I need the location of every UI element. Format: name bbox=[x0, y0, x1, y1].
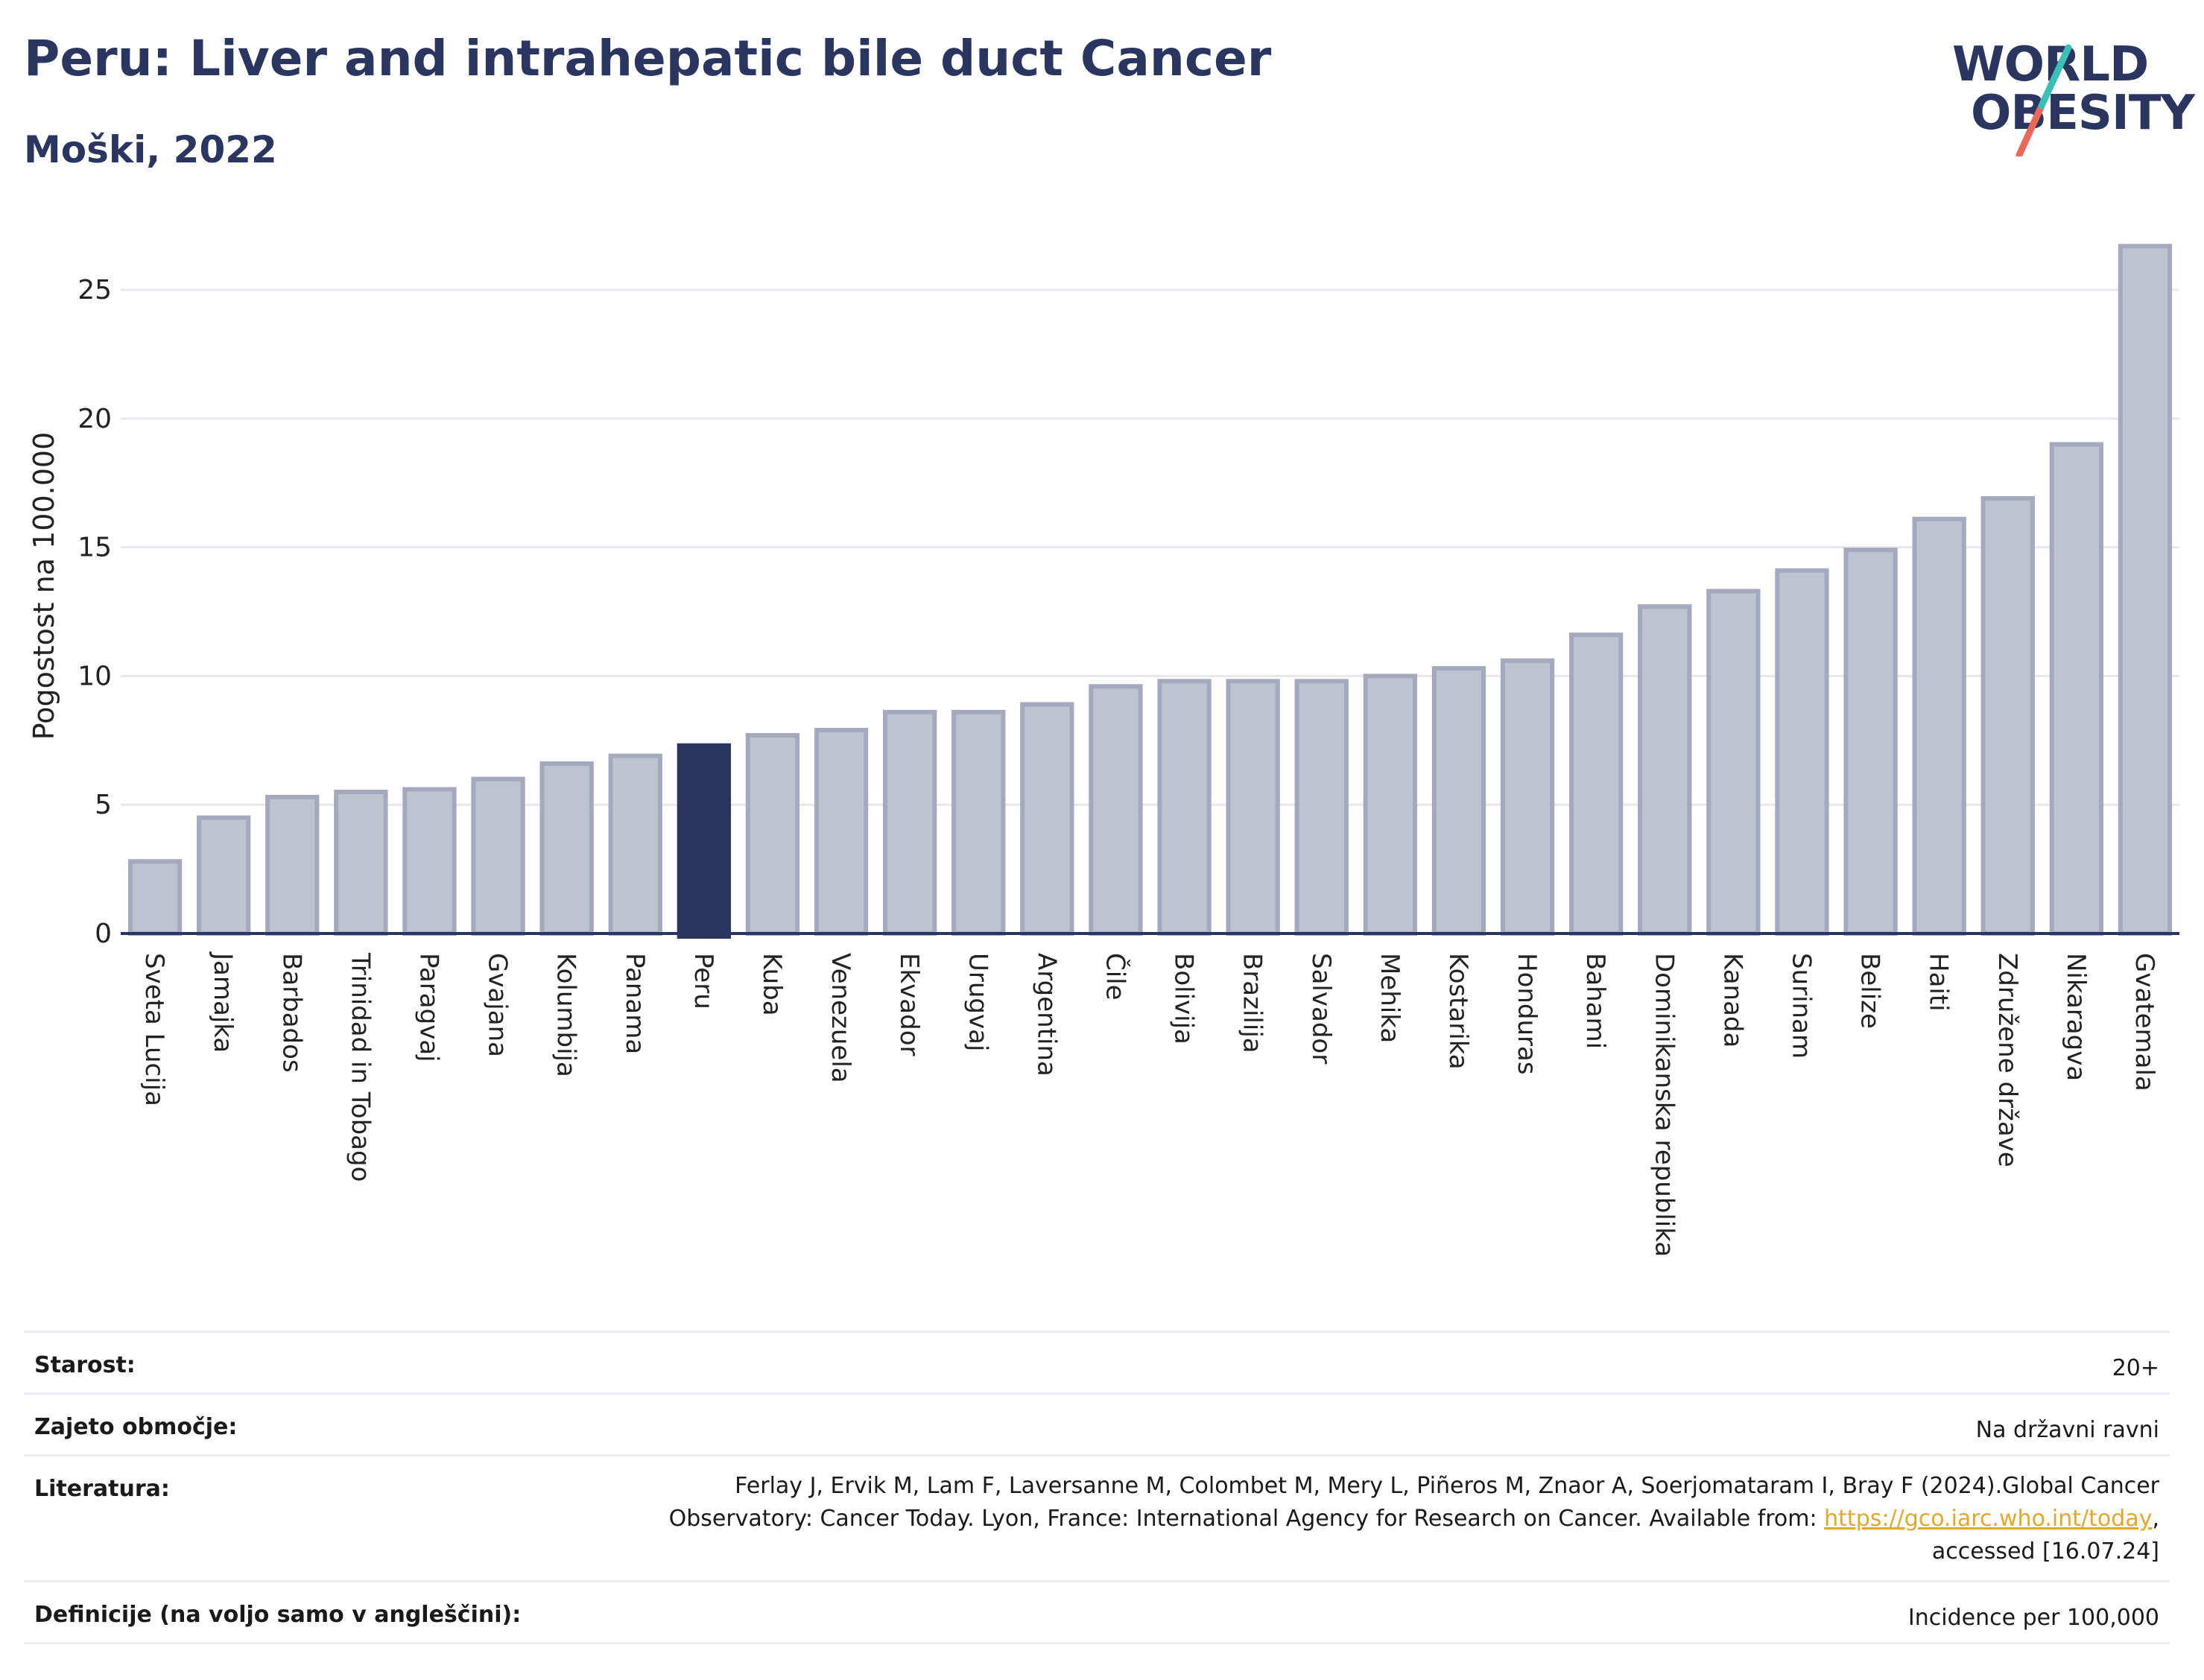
chart-subtitle: Moški, 2022 bbox=[24, 128, 277, 171]
x-tick-label: Belize bbox=[1855, 953, 1885, 1029]
x-tick-label: Bahami bbox=[1580, 953, 1610, 1049]
info-table: Starost: 20+ Zajeto območje: Na državni … bbox=[24, 1331, 2170, 1644]
y-tick-label: 10 bbox=[77, 661, 112, 691]
x-tick-label: Kuba bbox=[757, 953, 787, 1016]
literature-link[interactable]: https://gco.iarc.who.int/today bbox=[1824, 1506, 2153, 1532]
literature-line-2-end: , bbox=[2152, 1506, 2159, 1532]
bar bbox=[539, 761, 594, 936]
bar bbox=[1912, 516, 1966, 936]
info-row-definitions: Definicije (na voljo samo v angleščini):… bbox=[24, 1580, 2170, 1644]
literature-label: Literatura: bbox=[34, 1476, 170, 1502]
literature-line-3: accessed [16.07.24] bbox=[1931, 1538, 2159, 1565]
x-tick-label: Mehika bbox=[1375, 953, 1405, 1043]
x-tick-label: Bolivija bbox=[1169, 953, 1199, 1045]
literature-line-2: Observatory: Cancer Today. Lyon, France:… bbox=[520, 1503, 2159, 1535]
bar bbox=[1568, 633, 1624, 936]
definitions-value: Incidence per 100,000 bbox=[1907, 1605, 2159, 1631]
bar bbox=[1638, 604, 1692, 936]
x-tick-label: Dominikanska republika bbox=[1649, 953, 1679, 1257]
literature-line-2-text: Observatory: Cancer Today. Lyon, France:… bbox=[668, 1506, 1825, 1532]
x-tick-label: Ekvador bbox=[894, 953, 924, 1056]
logo-line-2: OBESITY bbox=[1971, 86, 2195, 141]
coverage-label: Zajeto območje: bbox=[34, 1414, 238, 1440]
bar bbox=[814, 728, 869, 936]
x-tick-label: Peru bbox=[688, 953, 718, 1009]
literature-value: Ferlay J, Ervik M, Lam F, Laversanne M, … bbox=[520, 1470, 2159, 1568]
x-tick-label: Jamajka bbox=[208, 951, 238, 1053]
bar bbox=[1775, 568, 1829, 936]
info-row-literature: Literatura: Ferlay J, Ervik M, Lam F, La… bbox=[24, 1454, 2170, 1580]
x-tick-label: Barbados bbox=[276, 953, 306, 1073]
x-tick-label: Gvajana bbox=[483, 953, 513, 1057]
x-tick-label: Surinam bbox=[1786, 953, 1816, 1059]
bar bbox=[1294, 679, 1349, 936]
y-tick-label: 25 bbox=[77, 275, 112, 305]
x-tick-label: Nikaragva bbox=[2061, 953, 2091, 1081]
x-tick-label: Čile bbox=[1100, 953, 1130, 1001]
bar bbox=[1500, 658, 1555, 936]
world-obesity-logo: WORLD OBESITY bbox=[1937, 22, 2195, 156]
bar bbox=[127, 859, 183, 936]
x-tick-label: Kolumbija bbox=[551, 953, 581, 1077]
age-value: 20+ bbox=[2112, 1355, 2159, 1381]
bar bbox=[1843, 548, 1898, 936]
bar bbox=[1157, 679, 1212, 936]
definitions-label: Definicije (na voljo samo v angleščini): bbox=[34, 1602, 522, 1628]
bar bbox=[1089, 684, 1143, 936]
chart-title: Peru: Liver and intrahepatic bile duct C… bbox=[24, 30, 1272, 87]
x-tick-label: Gvatemala bbox=[2129, 953, 2159, 1091]
bar bbox=[745, 732, 800, 936]
bar bbox=[196, 815, 251, 936]
bar-chart: 0 5 10 15 20 25 Pogostost na 100.000 Sveta Luci… bbox=[28, 244, 2179, 1257]
bar bbox=[334, 789, 388, 936]
bar bbox=[608, 753, 662, 936]
y-tick-label: 5 bbox=[95, 790, 112, 820]
y-tick-label: 15 bbox=[77, 533, 112, 563]
x-tick-label: Kanada bbox=[1717, 953, 1747, 1047]
x-tick-label: Sveta Lucija bbox=[139, 953, 169, 1106]
bar bbox=[1431, 666, 1486, 936]
info-row-coverage: Zajeto območje: Na državni ravni bbox=[24, 1392, 2170, 1454]
literature-line-1: Ferlay J, Ervik M, Lam F, Laversanne M, … bbox=[735, 1473, 2159, 1499]
bar bbox=[2118, 244, 2173, 936]
x-tick-label: Honduras bbox=[1512, 953, 1542, 1075]
y-axis-label: Pogostost na 100.000 bbox=[28, 432, 60, 741]
bar bbox=[1020, 702, 1074, 936]
x-tick-label: Venezuela bbox=[826, 953, 855, 1083]
bar bbox=[402, 787, 457, 936]
age-label: Starost: bbox=[34, 1352, 136, 1378]
bar bbox=[1980, 496, 2035, 936]
bar bbox=[882, 709, 937, 936]
x-tick-label: Paragvaj bbox=[414, 953, 443, 1062]
bar bbox=[471, 776, 525, 936]
bar bbox=[265, 794, 320, 936]
logo-slash-icon bbox=[2015, 44, 2072, 156]
y-tick-label: 0 bbox=[95, 919, 112, 949]
y-tick-label: 20 bbox=[77, 404, 112, 434]
x-tick-label: Kostarika bbox=[1443, 953, 1473, 1070]
x-tick-label: Haiti bbox=[1924, 953, 1954, 1012]
x-tick-label: Združene države bbox=[1992, 953, 2022, 1167]
bar bbox=[951, 709, 1006, 936]
bar bbox=[677, 743, 732, 939]
x-tick-label: Salvador bbox=[1306, 953, 1336, 1064]
info-row-age: Starost: 20+ bbox=[24, 1331, 2170, 1392]
bar bbox=[1363, 673, 1418, 936]
x-tick-label: Argentina bbox=[1031, 953, 1061, 1077]
x-tick-label: Brazilija bbox=[1238, 953, 1267, 1053]
bar bbox=[2049, 442, 2104, 936]
x-tick-label: Panama bbox=[620, 953, 650, 1054]
x-tick-label: Urugvaj bbox=[963, 953, 992, 1051]
bar bbox=[1706, 589, 1761, 936]
x-tick-label: Trinidad in Tobago bbox=[345, 952, 375, 1182]
bar bbox=[1226, 679, 1280, 936]
coverage-value: Na državni ravni bbox=[1975, 1417, 2159, 1443]
